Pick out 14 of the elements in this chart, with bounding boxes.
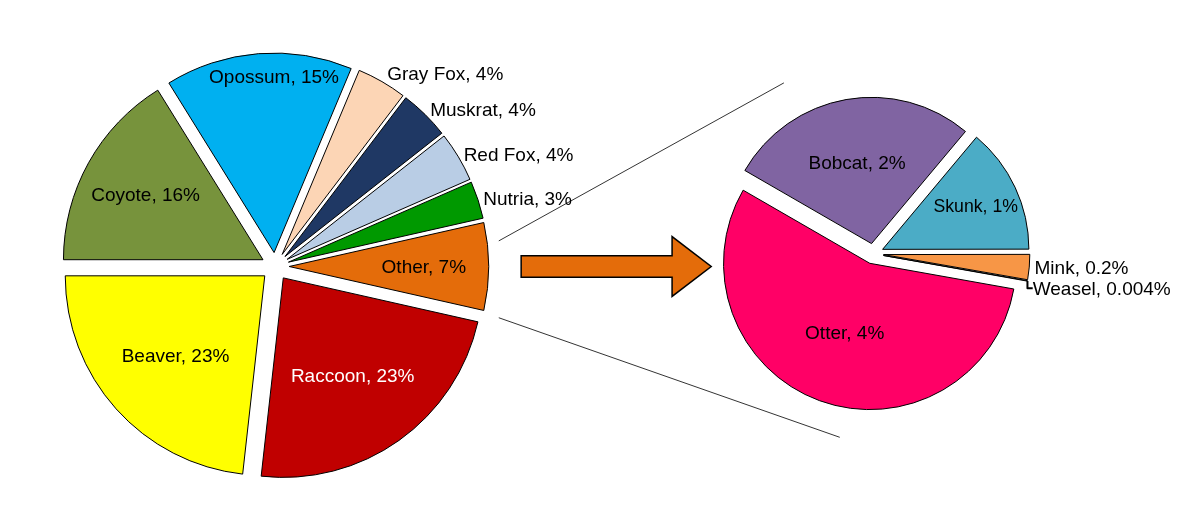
slice-label: Beaver, 23% (121, 345, 230, 367)
slice-label: Weasel, 0.004% (1032, 277, 1171, 299)
slice-label: Muskrat, 4% (430, 98, 536, 120)
slice-label: Nutria, 3% (483, 188, 573, 210)
slice-label: Mink, 0.2% (1034, 256, 1129, 278)
slice-label: Red Fox, 4% (463, 143, 574, 165)
slice-label: Bobcat, 2% (808, 151, 906, 173)
slice-label: Coyote, 16% (91, 183, 201, 205)
slice-label: Other, 7% (381, 256, 467, 277)
slice-label: Otter, 4% (805, 321, 885, 343)
slice-label: Skunk, 1% (933, 195, 1019, 216)
slice-label: Opossum, 15% (209, 65, 340, 87)
slice-label: Gray Fox, 4% (387, 63, 504, 85)
slice-label: Raccoon, 23% (290, 364, 415, 386)
